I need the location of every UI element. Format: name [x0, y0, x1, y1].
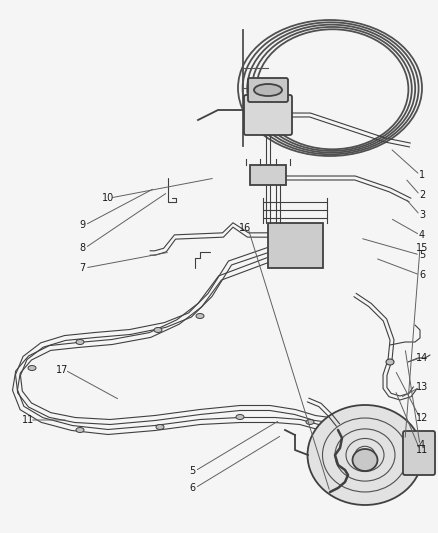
Text: 6: 6: [419, 270, 425, 280]
Text: 5: 5: [189, 466, 195, 476]
Text: 13: 13: [416, 382, 428, 392]
Text: 16: 16: [239, 223, 251, 233]
Ellipse shape: [76, 340, 84, 344]
Ellipse shape: [353, 449, 378, 471]
FancyBboxPatch shape: [244, 95, 292, 135]
FancyBboxPatch shape: [403, 431, 435, 475]
Text: 4: 4: [419, 230, 425, 240]
Text: 12: 12: [416, 413, 428, 423]
Ellipse shape: [306, 419, 314, 424]
Ellipse shape: [28, 366, 36, 370]
Bar: [250, 165, 286, 185]
FancyBboxPatch shape: [268, 223, 323, 268]
Text: 11: 11: [22, 415, 34, 425]
Ellipse shape: [236, 415, 244, 419]
Ellipse shape: [386, 359, 394, 365]
FancyBboxPatch shape: [248, 78, 288, 102]
Text: 17: 17: [56, 365, 68, 375]
Text: 10: 10: [102, 193, 114, 203]
Text: 14: 14: [416, 353, 428, 363]
Text: 6: 6: [189, 483, 195, 493]
Text: 2: 2: [419, 190, 425, 200]
Text: 8: 8: [79, 243, 85, 253]
Ellipse shape: [156, 424, 164, 430]
Ellipse shape: [154, 327, 162, 333]
Ellipse shape: [76, 427, 84, 432]
Ellipse shape: [307, 405, 423, 505]
Text: 7: 7: [79, 263, 85, 273]
Text: 9: 9: [79, 220, 85, 230]
Ellipse shape: [196, 313, 204, 319]
Ellipse shape: [254, 84, 282, 96]
Text: 4: 4: [419, 440, 425, 450]
Text: 5: 5: [419, 250, 425, 260]
Text: 3: 3: [419, 210, 425, 220]
Text: 1: 1: [419, 170, 425, 180]
Text: 15: 15: [416, 243, 428, 253]
Text: 11: 11: [416, 445, 428, 455]
